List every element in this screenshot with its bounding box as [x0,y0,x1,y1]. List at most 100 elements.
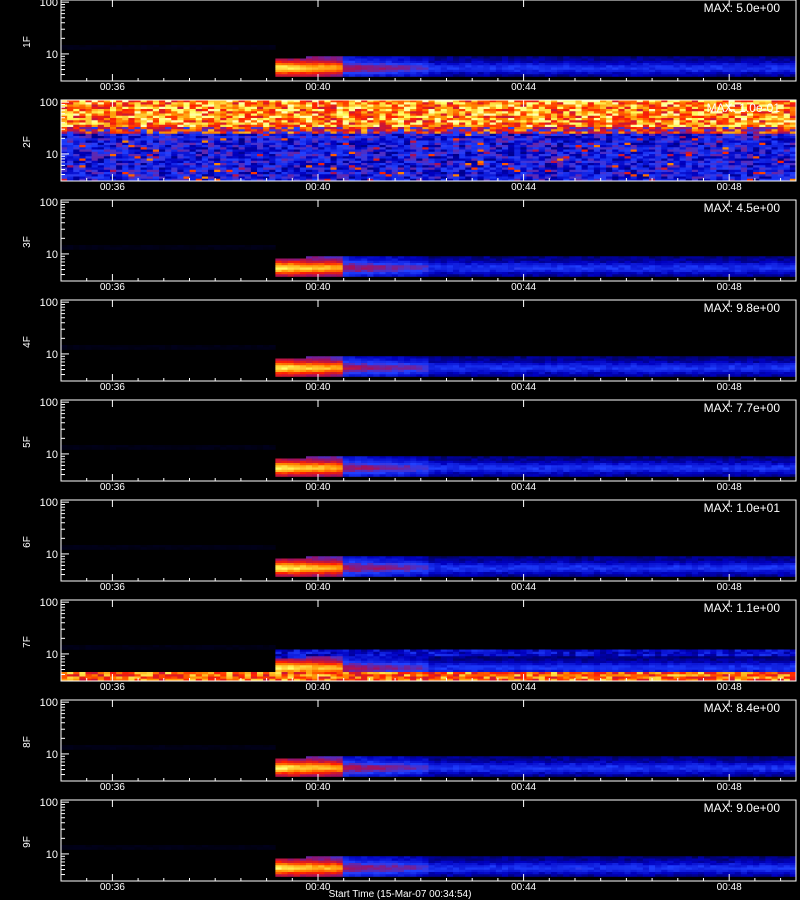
heatmap-cell [380,168,386,171]
heatmap-cell [288,127,294,130]
heatmap-cell [214,147,220,150]
heatmap-cell [410,136,416,139]
heatmap-cell [398,159,404,162]
heatmap-cell [594,125,600,128]
heatmap-cell [288,68,294,71]
heatmap-cell [533,163,539,166]
heatmap-cell [208,172,214,175]
heatmap-cell [373,154,379,157]
heatmap-cell [692,120,698,123]
heatmap-cell [741,147,747,150]
heatmap-cell [416,70,422,73]
heatmap-cell [600,161,606,164]
heatmap-cell [190,165,196,168]
heatmap-cell [177,177,183,180]
heatmap-cell [484,170,490,173]
heatmap-cell [361,163,367,166]
heatmap-cell [416,161,422,164]
heatmap-cell [367,59,373,62]
heatmap-cell [674,111,680,114]
heatmap-cell [484,114,490,117]
heatmap-cell [349,141,355,144]
heatmap-cell [233,127,239,130]
heatmap-cell [576,165,582,168]
heatmap-cell [551,168,557,171]
heatmap-cell [392,120,398,123]
heatmap-cell [588,109,594,112]
heatmap-cell [649,120,655,123]
heatmap-cell [116,159,122,162]
heatmap-cell [747,163,753,166]
heatmap-cell [453,123,459,126]
heatmap-cell [569,150,575,153]
heatmap-cell [380,150,386,153]
heatmap-cell [606,150,612,153]
heatmap-cell [184,174,190,177]
heatmap-cell [92,134,98,137]
heatmap-cell [288,132,294,135]
heatmap-cell [128,141,134,144]
heatmap-cell [116,134,122,137]
heatmap-cell [753,68,759,71]
heatmap-cell [551,156,557,159]
heatmap-cell [508,143,514,146]
heatmap-cell [649,123,655,126]
heatmap-cell [269,170,275,173]
heatmap-cell [429,102,435,105]
heatmap-cell [643,172,649,175]
heatmap-cell [484,68,490,71]
heatmap-cell [349,150,355,153]
heatmap-cell [453,109,459,112]
heatmap-cell [159,132,165,135]
heatmap-cell [282,172,288,175]
heatmap-cell [294,129,300,132]
heatmap-cell [128,136,134,139]
heatmap-cell [177,132,183,135]
heatmap-cell [214,109,220,112]
heatmap-cell [79,165,85,168]
heatmap-cell [165,116,171,119]
heatmap-cell [184,152,190,155]
heatmap-cell [508,123,514,126]
heatmap-cell [643,123,649,126]
heatmap-cell [649,116,655,119]
heatmap-cell [386,125,392,128]
heatmap-cell [631,177,637,180]
heatmap-cell [245,116,251,119]
heatmap-cell [128,145,134,148]
heatmap-cell [318,72,324,75]
heatmap-cell [704,161,710,164]
heatmap-cell [686,125,692,128]
heatmap-cell [92,159,98,162]
heatmap-cell [674,156,680,159]
heatmap-cell [545,118,551,121]
heatmap-cell [741,165,747,168]
heatmap-cell [214,165,220,168]
heatmap-cell [496,61,502,64]
heatmap-cell [208,134,214,137]
heatmap-cell [324,156,330,159]
heatmap-cell [282,129,288,132]
heatmap-cell [447,63,453,66]
heatmap-cell [698,120,704,123]
heatmap-cell [527,132,533,135]
heatmap-cell [723,63,729,66]
heatmap-cell [692,136,698,139]
heatmap-cell [190,109,196,112]
heatmap-cell [729,136,735,139]
heatmap-cell [729,116,735,119]
heatmap-cell [618,154,624,157]
heatmap-cell [147,116,153,119]
heatmap-cell [312,152,318,155]
heatmap-cell [380,177,386,180]
heatmap-cell [116,161,122,164]
heatmap-cell [306,72,312,75]
heatmap-cell [196,102,202,105]
heatmap-cell [569,56,575,59]
heatmap-cell [361,120,367,123]
heatmap-cell [410,116,416,119]
heatmap-cell [612,59,618,62]
heatmap-cell [343,111,349,114]
heatmap-cell [471,70,477,73]
heatmap-cell [67,127,73,130]
